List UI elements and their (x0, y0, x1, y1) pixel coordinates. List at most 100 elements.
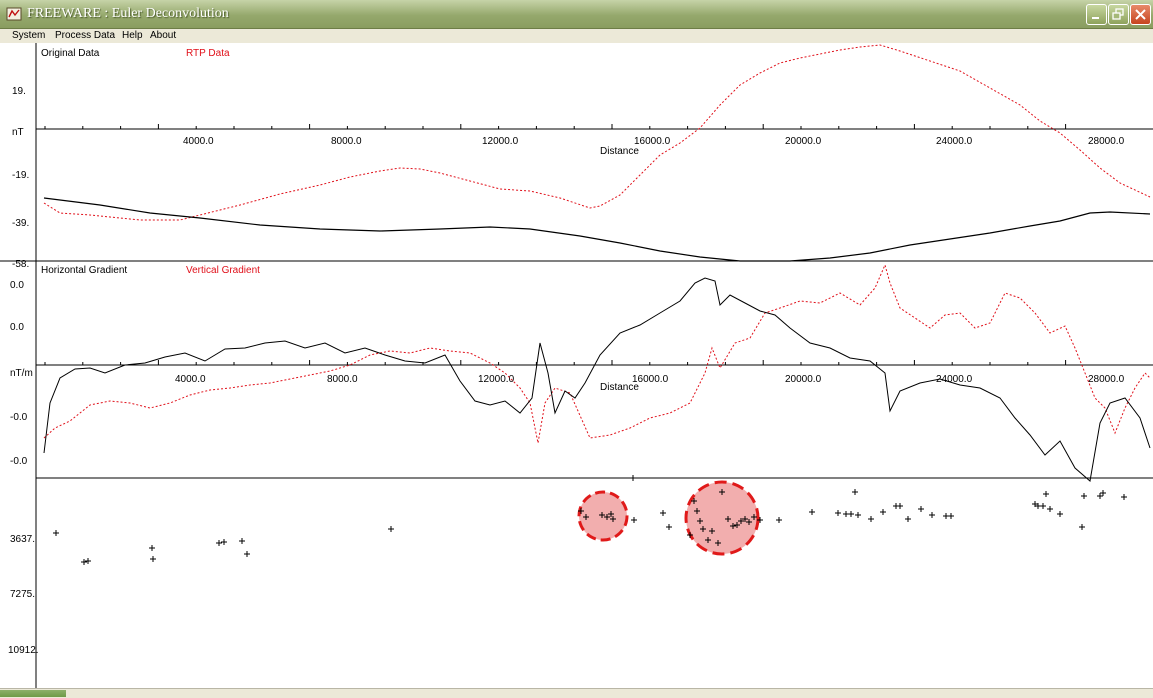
solution-marker (578, 508, 584, 514)
solution-marker (852, 489, 858, 495)
solution-marker (1100, 490, 1106, 496)
middle-legend-vertical: Vertical Gradient (186, 265, 260, 276)
solution-marker (630, 475, 636, 481)
solution-marker (388, 526, 394, 532)
top-y-tick: -58. (12, 259, 29, 270)
top-x-tick: 8000.0 (331, 136, 362, 147)
solution-marker (738, 518, 744, 524)
top-x-tick: 12000.0 (482, 136, 519, 147)
solution-marker (715, 540, 721, 546)
solution-marker (700, 526, 706, 532)
middle-y-tick: 0.0 (10, 322, 24, 333)
solution-marker (725, 516, 731, 522)
top-y-tick: 19. (12, 86, 26, 97)
solution-marker (244, 551, 250, 557)
solution-marker (687, 532, 693, 538)
euler-solutions (53, 475, 1127, 565)
solution-marker (746, 519, 752, 525)
solution-marker (660, 510, 666, 516)
solution-marker (216, 540, 222, 546)
solution-marker (948, 513, 954, 519)
middle-x-label: Distance (600, 382, 639, 393)
status-bar (0, 688, 1153, 698)
middle-panel: Horizontal Gradient Vertical Gradient nT… (10, 261, 1153, 482)
status-progress (0, 690, 66, 697)
maximize-button[interactable] (1108, 4, 1129, 25)
solution-marker (868, 516, 874, 522)
middle-y-label: nT/m (10, 368, 33, 379)
menu-process-data[interactable]: Process Data (55, 30, 116, 41)
solution-marker (610, 516, 616, 522)
minimize-icon (1092, 17, 1099, 19)
solution-marker (691, 498, 697, 504)
solution-marker (742, 516, 748, 522)
middle-y-tick: -0.0 (10, 412, 28, 423)
restore-icon (1112, 8, 1124, 20)
solution-marker (897, 503, 903, 509)
solution-marker (757, 517, 763, 523)
solution-marker (719, 489, 725, 495)
menu-about[interactable]: About (150, 30, 177, 41)
menu-system[interactable]: System (12, 30, 46, 41)
highlight-circle-left (577, 490, 629, 542)
menu-bar: System Process Data Help About (0, 29, 1153, 43)
solution-marker (599, 512, 605, 518)
solution-marker (880, 509, 886, 515)
middle-x-tick: 4000.0 (175, 374, 206, 385)
bottom-y-tick: 7275. (10, 589, 35, 600)
middle-legend-horizontal: Horizontal Gradient (41, 265, 127, 276)
solution-marker (1057, 511, 1063, 517)
solution-marker (81, 559, 87, 565)
solution-marker (149, 545, 155, 551)
solution-marker (776, 517, 782, 523)
solution-marker (730, 523, 736, 529)
solution-marker (709, 528, 715, 534)
middle-x-tick: 12000.0 (478, 374, 515, 385)
solution-marker (751, 514, 757, 520)
solution-marker (53, 530, 59, 536)
horizontal-gradient-line (43, 277, 1151, 482)
top-legend-original: Original Data (41, 48, 100, 59)
original-data-line (43, 197, 1151, 262)
solution-marker (239, 538, 245, 544)
solution-marker (705, 537, 711, 543)
middle-y-tick: -0.0 (10, 456, 28, 467)
solution-marker (905, 516, 911, 522)
middle-x-tick: 8000.0 (327, 374, 358, 385)
solution-marker (631, 517, 637, 523)
solution-marker (835, 510, 841, 516)
top-x-label: Distance (600, 146, 639, 157)
solution-marker (848, 511, 854, 517)
solution-marker (918, 506, 924, 512)
solution-marker (221, 539, 227, 545)
solution-marker (604, 514, 610, 520)
solution-marker (694, 508, 700, 514)
solution-marker (734, 522, 740, 528)
middle-y-tick: 0.0 (10, 280, 24, 291)
solution-marker (1121, 494, 1127, 500)
top-x-tick: 28000.0 (1088, 136, 1125, 147)
top-x-tick: 24000.0 (936, 136, 973, 147)
solution-marker (583, 514, 589, 520)
menu-help[interactable]: Help (122, 30, 143, 41)
solution-marker (1079, 524, 1085, 530)
close-button[interactable] (1130, 4, 1151, 25)
solution-marker (666, 524, 672, 530)
highlight-circle-right (684, 480, 760, 556)
solution-marker (929, 512, 935, 518)
middle-x-tick: 20000.0 (785, 374, 822, 385)
plot-area: Original Data RTP Data nT 19. -19. -39. … (0, 43, 1153, 688)
top-panel: Original Data RTP Data nT 19. -19. -39. … (0, 43, 1153, 270)
solution-marker (85, 558, 91, 564)
solution-marker (608, 511, 614, 517)
top-x-tick: 16000.0 (634, 136, 671, 147)
app-icon (6, 7, 22, 21)
title-bar: FREEWARE : Euler Deconvolution (0, 0, 1153, 29)
middle-x-tick: 28000.0 (1088, 374, 1125, 385)
minimize-button[interactable] (1086, 4, 1107, 25)
bottom-panel: 3637. 7275. 10912. (8, 475, 1127, 688)
bottom-y-tick: 3637. (10, 534, 35, 545)
solution-marker (697, 518, 703, 524)
solution-marker (1040, 503, 1046, 509)
solution-marker (150, 556, 156, 562)
